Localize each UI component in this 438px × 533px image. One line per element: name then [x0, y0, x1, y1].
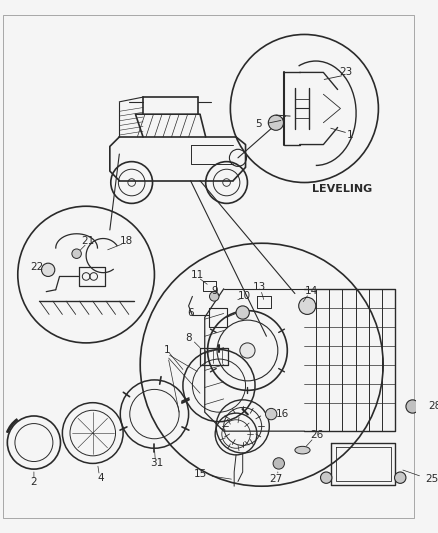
Text: 27: 27 — [269, 474, 283, 483]
Text: 13: 13 — [253, 282, 266, 292]
Text: 1: 1 — [163, 345, 170, 356]
Text: 28: 28 — [429, 401, 438, 411]
Circle shape — [209, 292, 219, 301]
Text: 6: 6 — [187, 308, 194, 318]
Text: 8: 8 — [185, 333, 192, 343]
Text: 16: 16 — [276, 409, 289, 419]
Text: 15: 15 — [193, 469, 207, 479]
Text: 25: 25 — [425, 474, 438, 483]
Circle shape — [240, 343, 255, 358]
Text: 21: 21 — [81, 236, 95, 246]
Text: 1: 1 — [346, 130, 353, 140]
Circle shape — [395, 472, 406, 483]
Text: 2: 2 — [31, 478, 37, 487]
Text: 4: 4 — [97, 473, 104, 483]
Text: 14: 14 — [304, 286, 318, 296]
Text: 31: 31 — [150, 458, 163, 469]
Circle shape — [265, 408, 277, 420]
Text: 18: 18 — [119, 236, 133, 246]
Circle shape — [72, 249, 81, 259]
Ellipse shape — [295, 446, 310, 454]
Text: 23: 23 — [339, 67, 353, 77]
Circle shape — [42, 263, 55, 277]
Text: 10: 10 — [238, 292, 251, 301]
Text: 9: 9 — [211, 286, 218, 296]
Circle shape — [299, 297, 316, 314]
Circle shape — [236, 306, 249, 319]
Text: 5: 5 — [255, 119, 262, 128]
Text: 22: 22 — [30, 262, 43, 272]
Text: 26: 26 — [310, 430, 323, 440]
Circle shape — [321, 472, 332, 483]
Circle shape — [268, 115, 283, 130]
Circle shape — [406, 400, 419, 413]
Text: 11: 11 — [191, 270, 204, 280]
Circle shape — [273, 458, 284, 469]
Text: LEVELING: LEVELING — [312, 184, 372, 194]
